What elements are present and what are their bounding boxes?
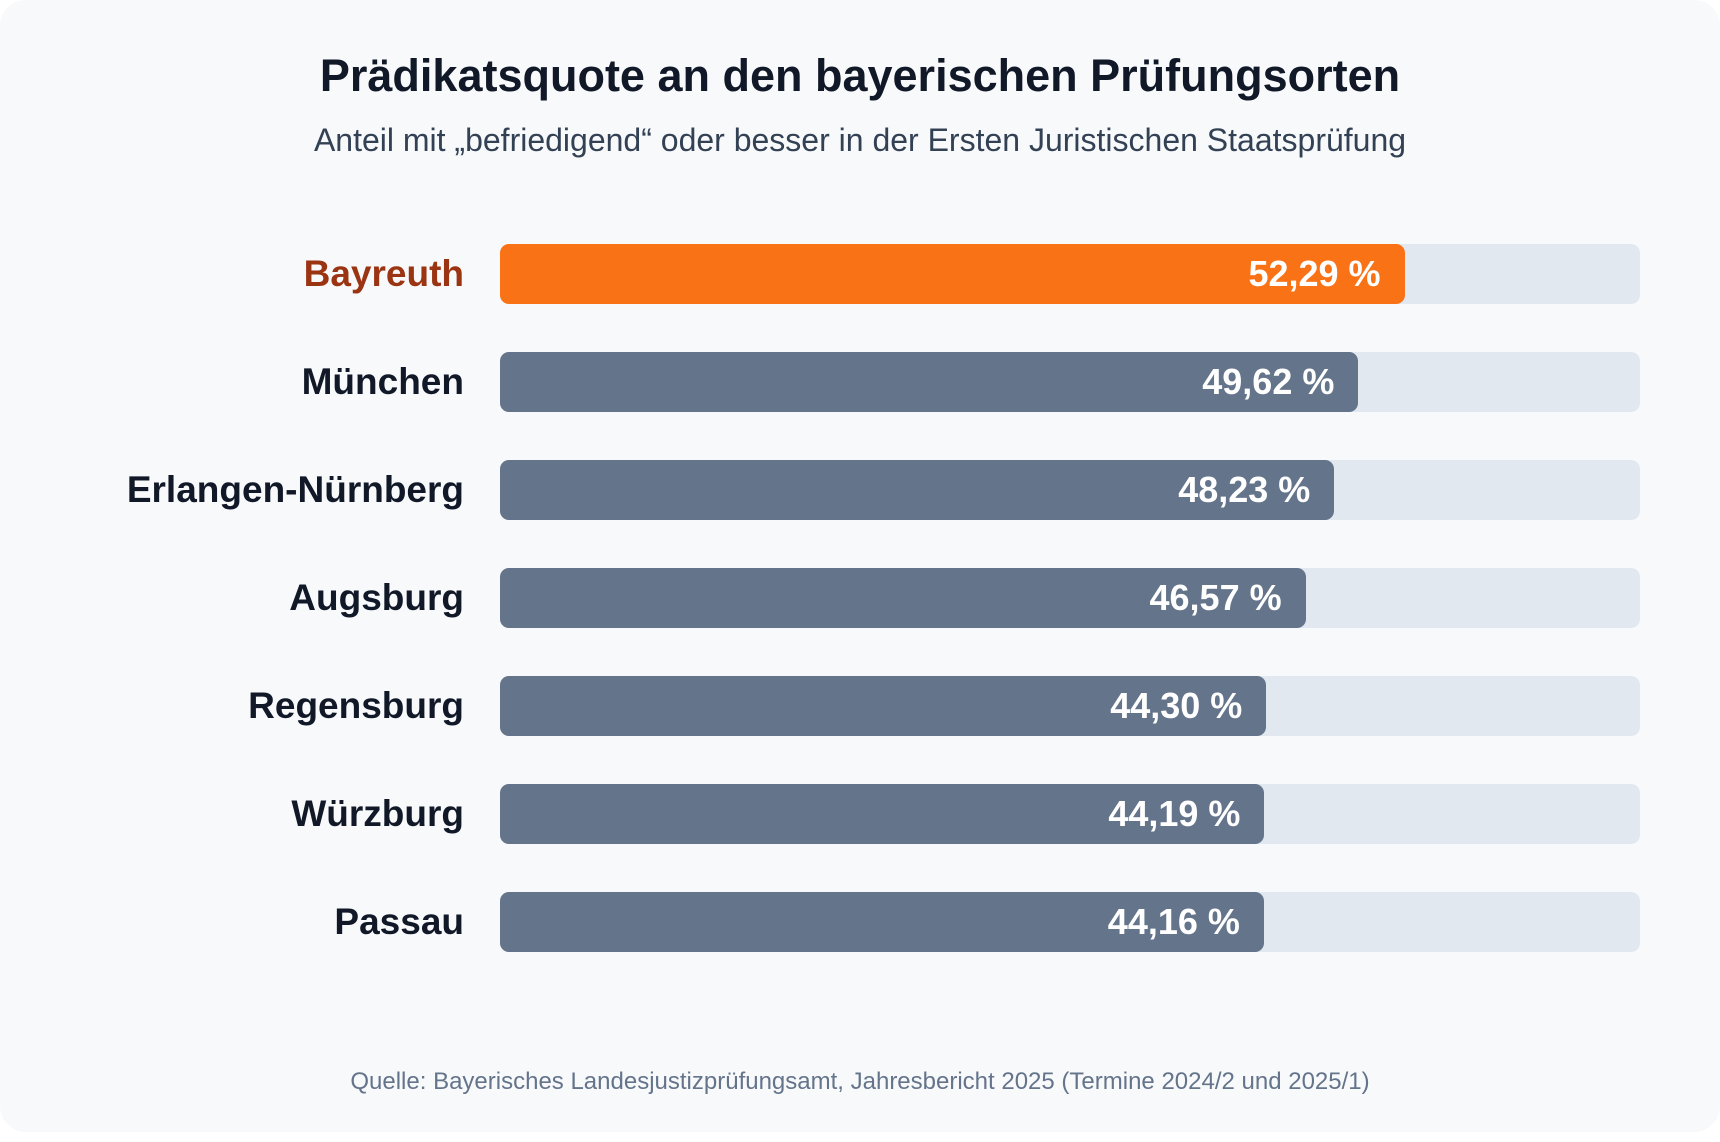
category-label: Erlangen-Nürnberg bbox=[126, 469, 464, 510]
bar-row: Erlangen-Nürnberg 48,23 % bbox=[0, 460, 1720, 520]
category-label: Passau bbox=[334, 901, 464, 942]
bar-track: 49,62 % bbox=[500, 352, 1640, 412]
bar: 49,62 % bbox=[500, 352, 1359, 412]
bar-row: Bayreuth 52,29 % bbox=[0, 244, 1720, 304]
bar: 48,23 % bbox=[500, 460, 1335, 520]
bar-row: Augsburg 46,57 % bbox=[0, 568, 1720, 628]
bar: 46,57 % bbox=[500, 568, 1306, 628]
source-note: Quelle: Bayerisches Landesjustizprüfungs… bbox=[350, 1068, 1370, 1095]
category-label: Bayreuth bbox=[303, 253, 464, 294]
bar-row: Würzburg 44,19 % bbox=[0, 784, 1720, 844]
bar: 52,29 % bbox=[500, 244, 1405, 304]
chart-title: Prädikatsquote an den bayerischen Prüfun… bbox=[319, 50, 1401, 101]
category-label: Regensburg bbox=[248, 685, 464, 726]
bar: 44,30 % bbox=[500, 676, 1267, 736]
category-label: Würzburg bbox=[291, 793, 464, 834]
category-label: München bbox=[301, 361, 464, 402]
value-label: 49,62 % bbox=[1202, 361, 1335, 402]
bar-track: 44,19 % bbox=[500, 784, 1640, 844]
value-label: 44,16 % bbox=[1107, 901, 1240, 942]
bar-track: 48,23 % bbox=[500, 460, 1640, 520]
bar-track: 46,57 % bbox=[500, 568, 1640, 628]
bar-row: Regensburg 44,30 % bbox=[0, 676, 1720, 736]
bar: 44,16 % bbox=[500, 892, 1264, 952]
bar-track: 52,29 % bbox=[500, 244, 1640, 304]
value-label: 44,19 % bbox=[1108, 793, 1241, 834]
category-label: Augsburg bbox=[289, 577, 464, 618]
bar-track: 44,16 % bbox=[500, 892, 1640, 952]
chart-subtitle: Anteil mit „befriedigend“ oder besser in… bbox=[313, 122, 1407, 158]
bar-row: Passau 44,16 % bbox=[0, 892, 1720, 952]
value-label: 48,23 % bbox=[1178, 469, 1311, 510]
bar: 44,19 % bbox=[500, 784, 1265, 844]
value-label: 46,57 % bbox=[1149, 577, 1282, 618]
bar-track: 44,30 % bbox=[500, 676, 1640, 736]
value-label: 44,30 % bbox=[1110, 685, 1243, 726]
bar-row: München 49,62 % bbox=[0, 352, 1720, 412]
value-label: 52,29 % bbox=[1248, 253, 1381, 294]
